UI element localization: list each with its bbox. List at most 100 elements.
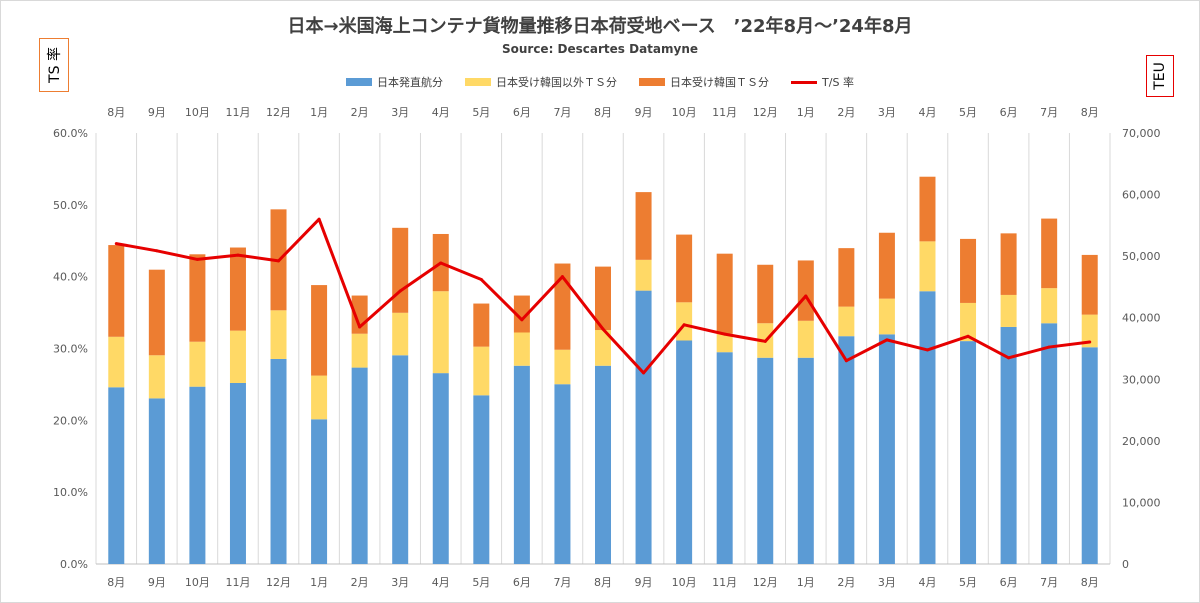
- chart-title: 日本→米国海上コンテナ貨物量推移日本荷受地ベース ’22年8月～’24年8月: [287, 16, 913, 37]
- bottom-category-label: 9月: [148, 576, 166, 589]
- ts-rate-point: [885, 338, 889, 342]
- bar-korea-ts: [148, 269, 165, 356]
- bar-direct: [595, 365, 611, 564]
- ts-rate-point: [763, 339, 767, 343]
- top-category-label: 8月: [1081, 106, 1099, 119]
- chart-subtitle: Source: Descartes Datamyne: [501, 42, 699, 56]
- bar-direct: [878, 334, 895, 564]
- bar-direct: [757, 357, 774, 564]
- top-category-label: 3月: [391, 106, 409, 119]
- ts-rate-point: [398, 289, 402, 293]
- top-category-label: 10月: [672, 106, 697, 119]
- bar-other-ts: [919, 241, 936, 292]
- bar-direct: [960, 341, 977, 564]
- bottom-category-label: 3月: [878, 576, 896, 589]
- bar-direct: [1081, 347, 1098, 564]
- right-tick-label: 50,000: [1122, 250, 1161, 263]
- top-category-label: 5月: [959, 106, 977, 119]
- top-category-label: 4月: [432, 106, 450, 119]
- right-tick-label: 0: [1122, 558, 1129, 571]
- bar-korea-ts: [229, 247, 246, 331]
- top-category-label: 6月: [513, 106, 531, 119]
- bar-other-ts: [108, 336, 125, 388]
- bar-other-ts: [838, 306, 855, 337]
- bar-direct: [392, 355, 409, 564]
- legend: 日本発直航分 日本受け韓国以外ＴＳ分 日本受け韓国ＴＳ分 T/S 率: [0, 74, 1200, 90]
- bar-korea-ts: [797, 260, 814, 321]
- ts-rate-point: [723, 332, 727, 336]
- legend-swatch-other-ts: [465, 78, 492, 86]
- bar-other-ts: [554, 349, 571, 385]
- bar-korea-ts: [1041, 218, 1058, 289]
- right-tick-label: 60,000: [1122, 189, 1161, 202]
- left-tick-label: 40.0%: [53, 271, 88, 284]
- bottom-category-label: 5月: [472, 576, 490, 589]
- bottom-category-label: 4月: [918, 576, 936, 589]
- bar-direct: [554, 384, 571, 564]
- bar-other-ts: [1081, 314, 1098, 348]
- ts-rate-point: [682, 323, 686, 327]
- ts-rate-point: [155, 249, 159, 253]
- bar-other-ts: [797, 320, 814, 358]
- left-tick-label: 50.0%: [53, 199, 88, 212]
- bar-direct: [148, 398, 165, 564]
- right-tick-label: 70,000: [1122, 127, 1161, 140]
- top-category-label: 4月: [918, 106, 936, 119]
- top-category-label: 7月: [1040, 106, 1058, 119]
- ts-rate-point: [277, 259, 281, 263]
- bar-korea-ts: [513, 295, 530, 333]
- top-category-label: 8月: [107, 106, 125, 119]
- top-category-label: 12月: [266, 106, 291, 119]
- bar-korea-ts: [554, 263, 571, 350]
- legend-item-korea-ts: 日本受け韓国ＴＳ分: [639, 74, 769, 90]
- bar-other-ts: [148, 355, 165, 399]
- bar-korea-ts: [1000, 233, 1017, 295]
- top-category-label: 1月: [310, 106, 328, 119]
- bar-direct: [513, 365, 530, 564]
- bar-korea-ts: [919, 176, 936, 242]
- bar-direct: [716, 352, 733, 564]
- ts-rate-point: [439, 261, 443, 265]
- bar-korea-ts: [189, 254, 206, 342]
- bar-other-ts: [351, 333, 368, 368]
- right-tick-label: 10,000: [1122, 496, 1161, 509]
- ts-rate-point: [195, 257, 199, 261]
- bottom-category-label: 1月: [310, 576, 328, 589]
- top-category-label: 10月: [185, 106, 210, 119]
- left-tick-label: 60.0%: [53, 127, 88, 140]
- legend-label-direct: 日本発直航分: [377, 76, 444, 89]
- ts-rate-point: [114, 242, 118, 246]
- ts-rate-point: [560, 275, 564, 279]
- bar-direct: [432, 373, 449, 564]
- right-axis-title-box: TEU: [1146, 55, 1174, 97]
- bottom-category-label: 12月: [753, 576, 778, 589]
- legend-swatch-ts-rate: [791, 80, 818, 84]
- left-tick-label: 30.0%: [53, 343, 88, 356]
- right-tick-label: 40,000: [1122, 312, 1161, 325]
- top-category-label: 2月: [837, 106, 855, 119]
- ts-rate-point: [804, 294, 808, 298]
- left-tick-label: 20.0%: [53, 414, 88, 427]
- bar-direct: [1041, 323, 1058, 564]
- bar-direct: [838, 336, 855, 564]
- bottom-category-label: 8月: [107, 576, 125, 589]
- left-tick-label: 0.0%: [60, 558, 88, 571]
- bar-other-ts: [635, 259, 652, 291]
- bar-other-ts: [189, 341, 206, 387]
- bottom-category-label: 8月: [1081, 576, 1099, 589]
- left-tick-label: 10.0%: [53, 486, 88, 499]
- bar-other-ts: [473, 346, 490, 396]
- bar-other-ts: [229, 330, 246, 383]
- bottom-category-label: 2月: [351, 576, 369, 589]
- bar-korea-ts: [838, 248, 855, 307]
- bottom-category-label: 7月: [1040, 576, 1058, 589]
- ts-rate-point: [1088, 340, 1092, 344]
- right-tick-label: 20,000: [1122, 435, 1161, 448]
- bar-other-ts: [513, 332, 530, 366]
- bar-korea-ts: [676, 234, 693, 303]
- bar-direct: [473, 395, 490, 564]
- ts-rate-point: [479, 278, 483, 282]
- bar-other-ts: [960, 302, 977, 342]
- bar-other-ts: [270, 310, 287, 359]
- bar-korea-ts: [757, 264, 774, 324]
